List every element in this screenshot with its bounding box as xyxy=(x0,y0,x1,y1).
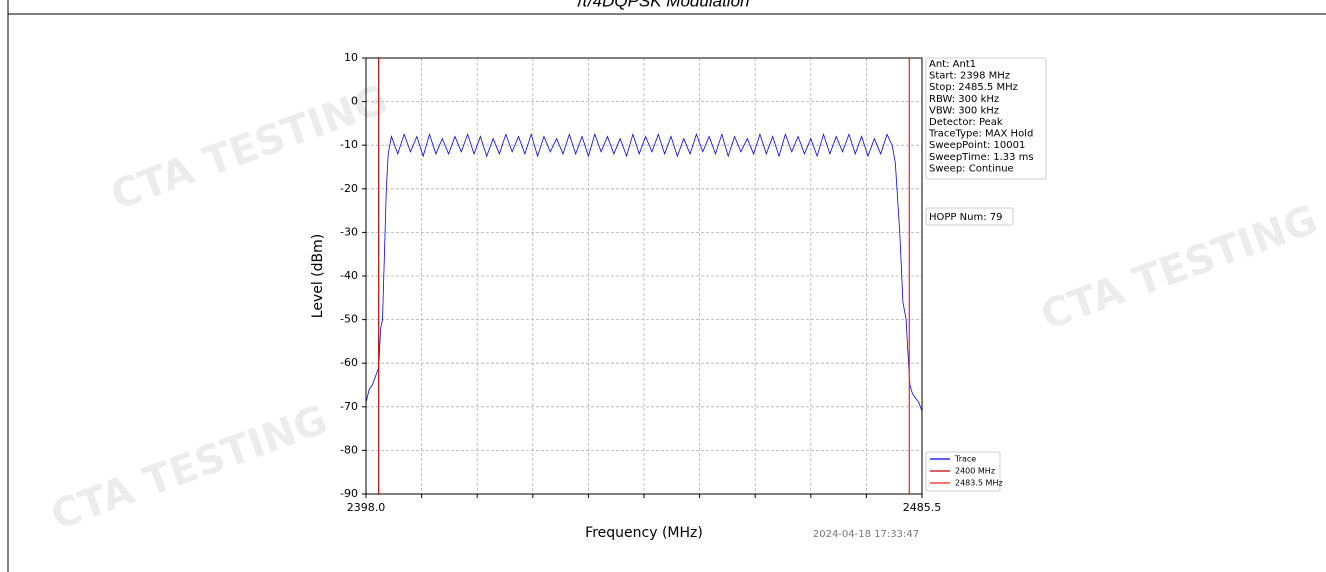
legend-label: 2400 MHz xyxy=(955,467,995,476)
info-line: Sweep: Continue xyxy=(929,163,1014,174)
legend-label: 2483.5 MHz xyxy=(955,479,1003,488)
y-tick-label: -20 xyxy=(340,182,358,195)
info-line: VBW: 300 kHz xyxy=(929,105,999,116)
y-tick-label: -90 xyxy=(340,487,358,500)
legend-label: Trace xyxy=(954,455,976,464)
y-tick-label: 10 xyxy=(344,51,358,64)
info-line: Stop: 2485.5 MHz xyxy=(929,82,1018,93)
watermark: CTA TESTING xyxy=(1035,197,1324,340)
info-line: SweepPoint: 10001 xyxy=(929,140,1025,151)
info-line: SweepTime: 1.33 ms xyxy=(929,152,1034,163)
y-tick-label: -50 xyxy=(340,313,358,326)
hopp-label: HOPP Num: 79 xyxy=(929,212,1002,223)
info-line: Ant: Ant1 xyxy=(929,59,976,70)
hopp-box xyxy=(925,207,1014,226)
x-tick-label: 2398.0 xyxy=(347,501,386,514)
info-line: Start: 2398 MHz xyxy=(929,71,1010,82)
info-line: TraceType: MAX Hold xyxy=(928,129,1033,140)
y-tick-label: -10 xyxy=(340,138,358,151)
chart-title: π/4DQPSK Modulation xyxy=(577,0,750,10)
y-tick-label: -80 xyxy=(340,443,358,456)
x-axis-label: Frequency (MHz) xyxy=(585,525,703,541)
y-tick-label: -40 xyxy=(340,269,358,282)
timestamp: 2024-04-18 17:33:47 xyxy=(813,529,919,540)
info-line: RBW: 300 kHz xyxy=(929,94,999,105)
y-tick-label: -60 xyxy=(340,356,358,369)
y-axis-label: Level (dBm) xyxy=(310,234,326,318)
plot-frame xyxy=(365,57,923,495)
info-line: Detector: Peak xyxy=(929,117,1003,128)
y-tick-label: -30 xyxy=(340,225,358,238)
trace-line xyxy=(365,132,923,412)
y-tick-label: 0 xyxy=(351,95,358,108)
y-tick-label: -70 xyxy=(340,400,358,413)
watermark: CTA TESTING xyxy=(45,397,334,540)
x-tick-label: 2485.5 xyxy=(903,501,942,514)
legend-box xyxy=(925,451,1001,492)
info-box xyxy=(925,57,1047,180)
